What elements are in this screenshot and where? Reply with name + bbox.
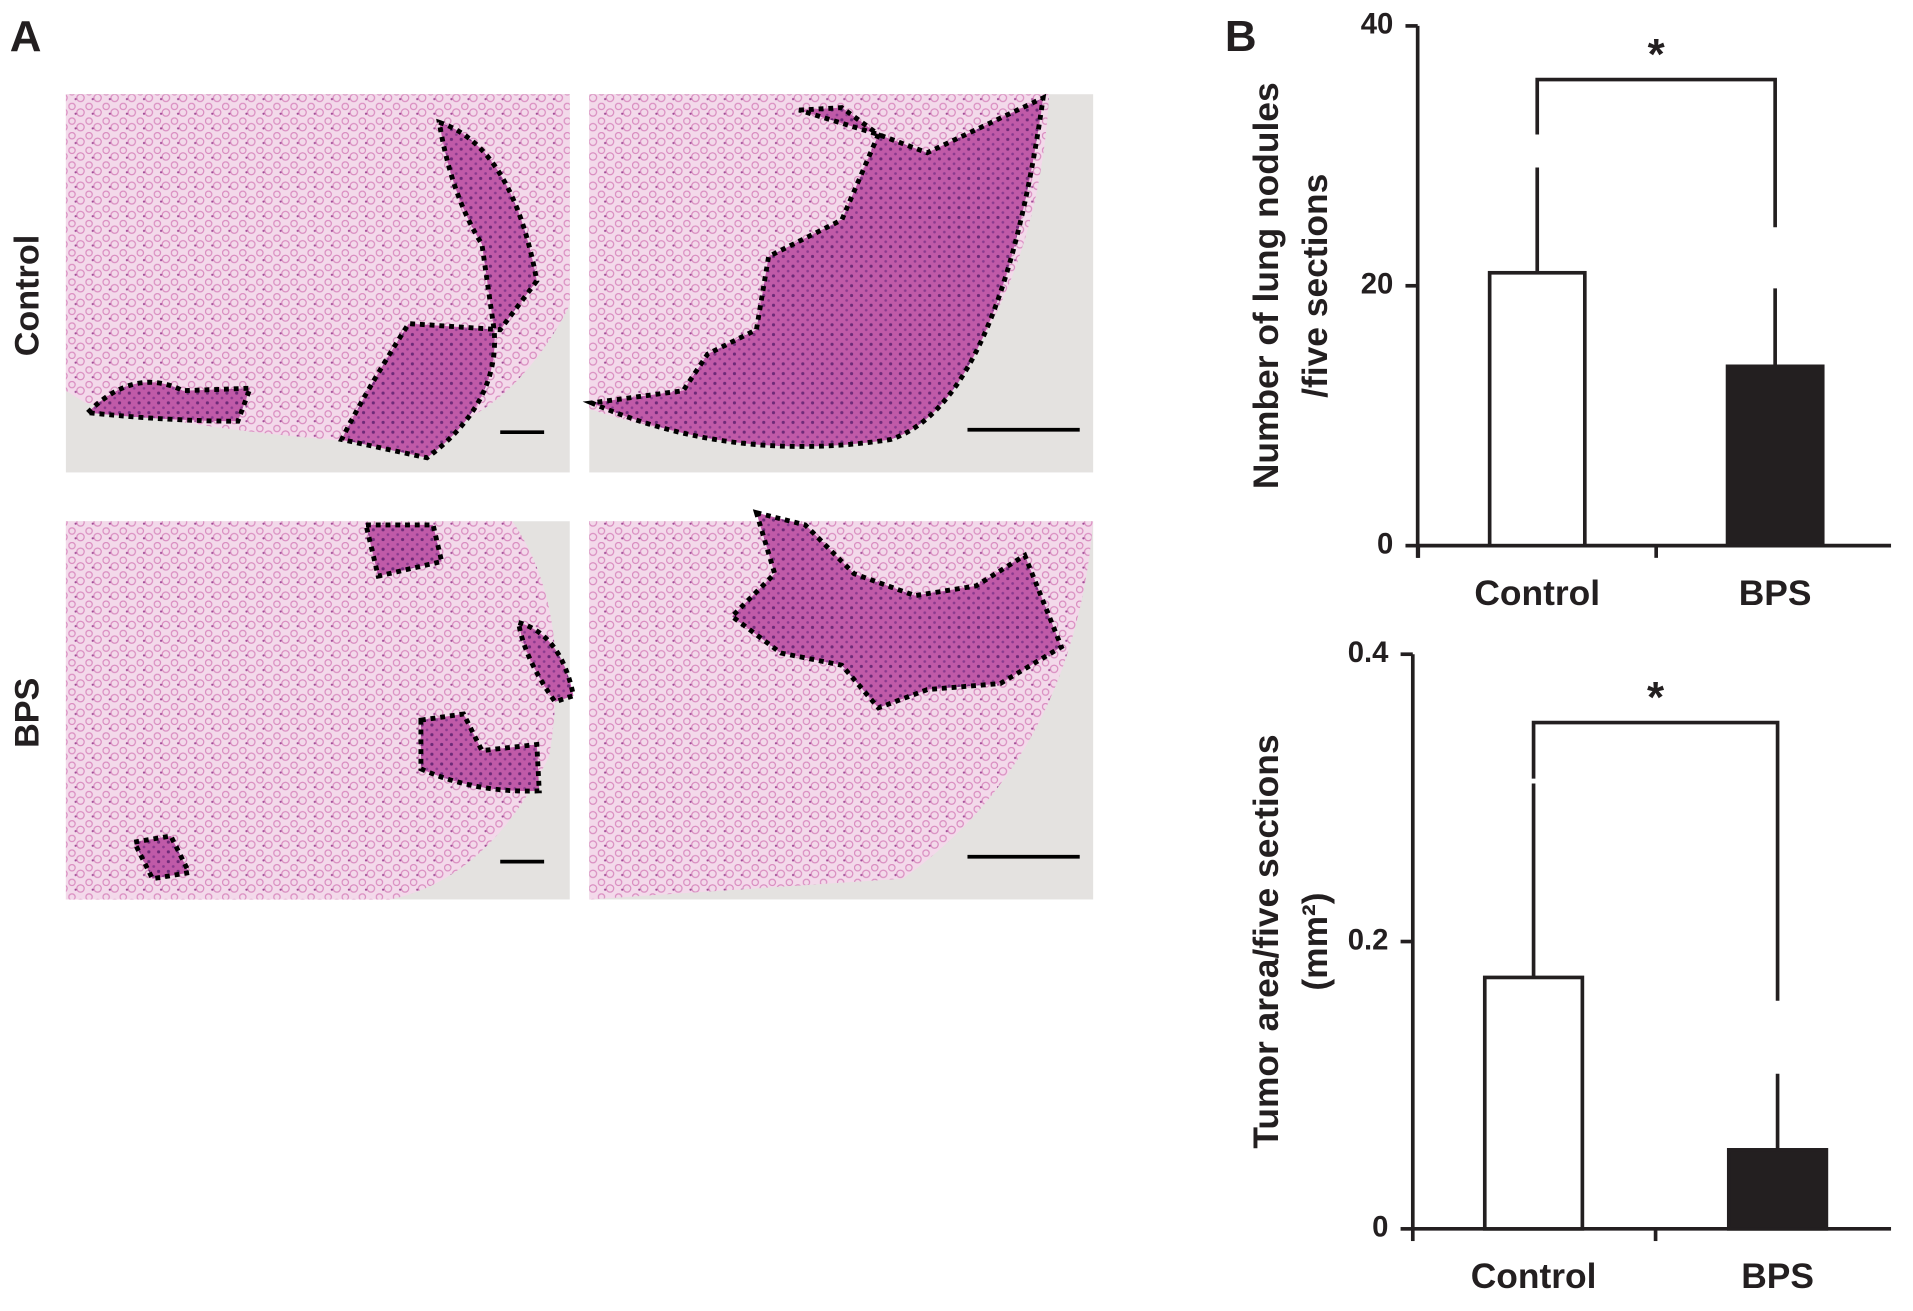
significance-star: * <box>1647 673 1665 722</box>
panel-label: A <box>10 12 42 61</box>
bar <box>1726 1148 1829 1231</box>
significance-bracket <box>1531 720 1780 1001</box>
y-tick-label: 20 <box>1361 268 1394 301</box>
bar <box>1725 364 1825 548</box>
y-tick-label: 0 <box>1377 527 1393 560</box>
y-tick-label: 0.4 <box>1348 636 1389 669</box>
row-label: Control <box>8 235 46 356</box>
x-tick-label: Control <box>1474 574 1600 613</box>
panel-label: B <box>1225 12 1257 61</box>
bar <box>1487 270 1587 548</box>
x-tick-label: BPS <box>1739 574 1812 613</box>
significance-bracket <box>1535 77 1777 228</box>
significance-star: * <box>1648 30 1666 79</box>
micrographs <box>65 93 1094 900</box>
y-axis-label: /five sections <box>1296 174 1335 398</box>
bar <box>1482 975 1585 1231</box>
y-axis-label: (mm²) <box>1296 892 1335 990</box>
y-tick-label: 0.2 <box>1348 923 1389 956</box>
row-label: BPS <box>8 678 46 748</box>
x-tick-label: BPS <box>1741 1257 1814 1296</box>
x-tick-label: Control <box>1471 1257 1597 1296</box>
y-tick-label: 40 <box>1361 8 1394 41</box>
y-axis-label: Number of lung nodules <box>1247 82 1286 489</box>
y-tick-label: 0 <box>1372 1211 1388 1244</box>
y-axis-label: Tumor area/five sections <box>1247 734 1286 1148</box>
